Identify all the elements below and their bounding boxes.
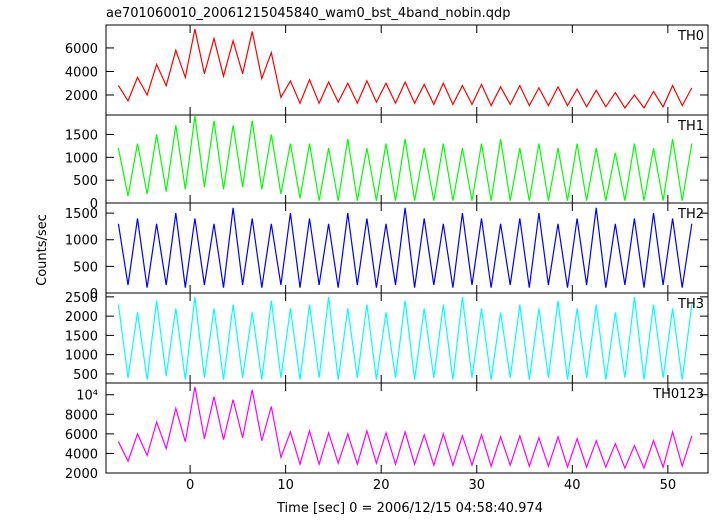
x-tick-label: 20 [373,478,390,493]
chart-title: ae701060010_20061215045840_wam0_bst_4ban… [106,6,511,21]
y-tick-label: 1000 [65,151,98,166]
x-tick-label: 40 [564,478,581,493]
panel-frame [105,382,709,474]
light-curve [117,296,693,380]
y-tick-label: 500 [73,260,98,275]
panel-label: TH0123 [652,387,704,402]
x-tick-label: 10 [277,478,294,493]
panel-label: TH1 [677,119,704,134]
light-curve [117,28,693,109]
y-tick-label: 500 [73,368,98,383]
panel-label: TH0 [677,29,704,44]
panel-label: TH2 [677,207,704,222]
y-tick-label: 0 [90,197,98,212]
x-tick-label: 30 [468,478,485,493]
y-tick-label: 2000 [65,467,98,482]
panel-label: TH3 [677,297,704,312]
x-tick-label: 50 [660,478,677,493]
x-axis-label: Time [sec] 0 = 2006/12/15 04:58:40.974 [276,501,543,516]
y-tick-label: 1000 [65,234,98,249]
x-tick-label: 0 [186,478,194,493]
light-curve [117,207,693,288]
y-tick-label: 4000 [65,447,98,462]
y-tick-label: 2000 [65,310,98,325]
y-tick-label: 1500 [65,128,98,143]
light-curve [117,116,693,201]
y-tick-label: 2500 [65,291,98,306]
y-tick-label: 6000 [65,42,98,57]
y-tick-label: 1500 [65,207,98,222]
y-tick-label: 10⁴ [76,389,98,404]
y-tick-label: 8000 [65,408,98,423]
y-tick-label: 6000 [65,428,98,443]
y-tick-label: 500 [73,174,98,189]
y-tick-label: 1500 [65,329,98,344]
panel-frame [105,202,709,294]
light-curve [117,386,693,470]
y-tick-label: 2000 [65,89,98,104]
y-tick-label: 4000 [65,65,98,80]
y-axis-label: Counts/sec [35,214,50,286]
y-tick-label: 0 [90,287,98,302]
y-tick-label: 1000 [65,349,98,364]
